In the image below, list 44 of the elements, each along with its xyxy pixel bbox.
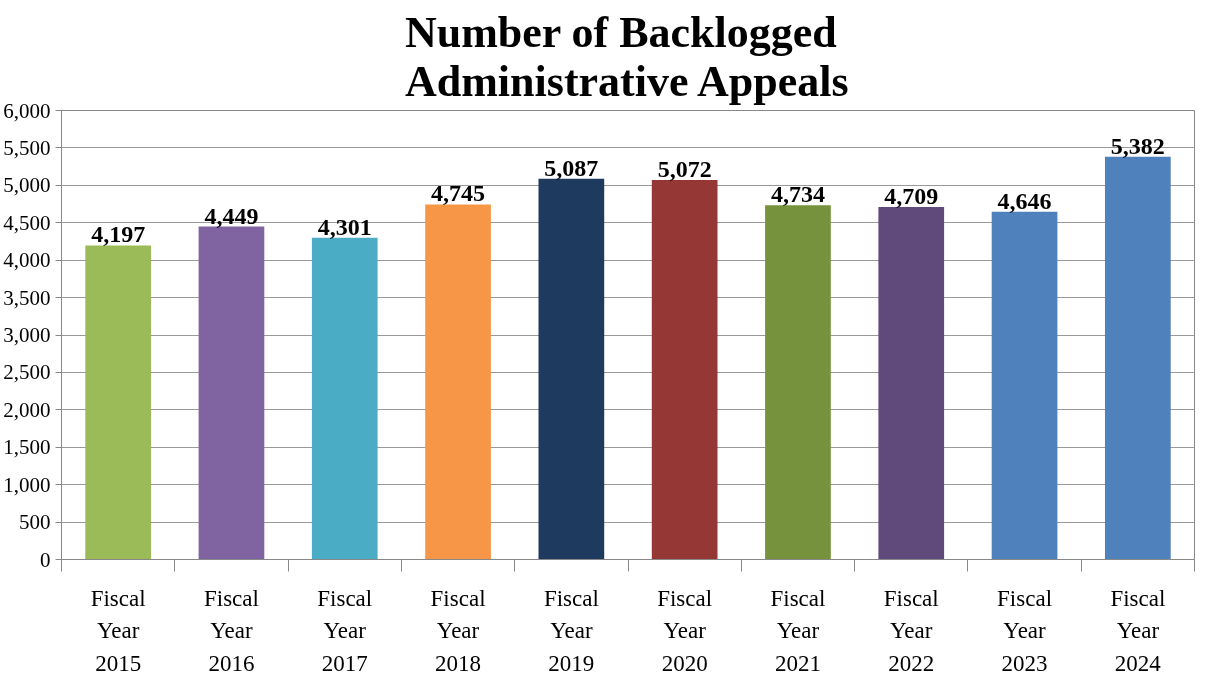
y-tick-label: 2,500 <box>3 360 51 385</box>
data-label: 5,072 <box>657 155 712 182</box>
y-tick-label: 2,000 <box>3 397 51 422</box>
data-label: 5,382 <box>1110 132 1165 159</box>
y-tick-label: 4,500 <box>3 210 51 235</box>
y-tick-label: 6,000 <box>3 98 51 123</box>
x-tick-label: Fiscal Year 2019 <box>543 585 599 676</box>
data-label: 4,449 <box>204 202 259 229</box>
x-tick-label: Fiscal Year 2017 <box>317 585 373 676</box>
y-tick-label: 3,500 <box>3 285 51 310</box>
bar <box>311 237 378 560</box>
bar <box>991 211 1058 560</box>
y-tick-label: 4,000 <box>3 248 51 273</box>
y-tick-label: 5,000 <box>3 173 51 198</box>
bar <box>85 245 152 560</box>
bar <box>425 204 491 560</box>
x-tick-label: Fiscal Year 2023 <box>997 585 1053 676</box>
bar <box>651 179 718 560</box>
bar <box>1104 156 1171 560</box>
y-tick-label: 500 <box>19 510 51 535</box>
bar <box>765 205 831 560</box>
y-tick-label: 3,000 <box>3 323 51 347</box>
data-label: 4,197 <box>91 221 146 248</box>
bar <box>878 207 945 560</box>
y-tick-label: 1,000 <box>3 472 51 497</box>
x-tick-label: Fiscal Year 2016 <box>203 585 259 676</box>
data-label: 4,745 <box>431 180 486 207</box>
bar <box>538 178 605 560</box>
x-tick-label: Fiscal Year 2015 <box>90 585 146 676</box>
y-tick-label: 5,500 <box>3 135 51 160</box>
data-label: 4,646 <box>997 187 1052 214</box>
x-tick-label: Fiscal Year 2021 <box>770 585 826 676</box>
x-tick-label: Fiscal Year 2018 <box>430 585 486 676</box>
y-tick-label: 0 <box>40 547 51 572</box>
bar <box>198 226 265 560</box>
x-tick-label: Fiscal Year 2020 <box>657 585 713 676</box>
x-tick-label: Fiscal Year 2024 <box>1110 585 1166 676</box>
data-label: 5,087 <box>544 154 599 181</box>
y-tick-label: 1,500 <box>3 435 51 460</box>
data-label: 4,301 <box>317 213 372 240</box>
data-label: 4,734 <box>770 181 825 208</box>
x-tick-label: Fiscal Year 2022 <box>883 585 939 676</box>
data-label: 4,709 <box>884 183 939 210</box>
chart-title: Number of Backlogged Administrative Appeals <box>404 7 849 106</box>
